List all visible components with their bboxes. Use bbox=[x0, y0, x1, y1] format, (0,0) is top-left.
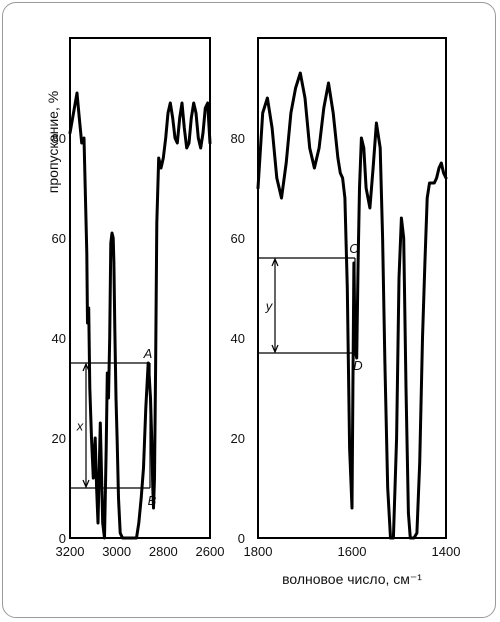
point-label-a: A bbox=[143, 346, 153, 361]
y-tick-label: 0 bbox=[238, 531, 245, 546]
figure-border bbox=[2, 2, 496, 618]
series-line-right bbox=[256, 71, 448, 540]
series-line-left bbox=[68, 91, 212, 540]
measure-label-y: y bbox=[265, 299, 274, 314]
y-axis-label: пропускание, % bbox=[45, 91, 61, 193]
left-tick-labels: 0 20 40 60 80 3200 3000 2800 2600 bbox=[52, 131, 225, 559]
y-tick-label: 60 bbox=[231, 231, 245, 246]
y-tick-label: 0 bbox=[59, 531, 66, 546]
y-tick-label: 40 bbox=[231, 331, 245, 346]
x-tick-label: 1400 bbox=[432, 544, 461, 559]
y-tick-label: 80 bbox=[52, 131, 66, 146]
x-tick-label: 2600 bbox=[196, 544, 225, 559]
arrow-up-icon bbox=[82, 362, 90, 372]
right-panel: C Dy 0 20 40 60 80 1800 1600 1400 волновое число… bbox=[231, 37, 461, 587]
y-tick-label: 40 bbox=[52, 331, 66, 346]
y-tick-label: 80 bbox=[231, 131, 245, 146]
x-tick-label: 3200 bbox=[56, 544, 85, 559]
right-tick-labels: 0 20 40 60 80 1800 1600 1400 bbox=[231, 131, 461, 559]
right-panel-frame bbox=[257, 37, 447, 539]
measure-label-x: x bbox=[76, 419, 84, 434]
x-tick-label: 1800 bbox=[244, 544, 273, 559]
point-label-d: D bbox=[353, 358, 362, 373]
arrow-down-icon bbox=[271, 344, 279, 354]
arrow-down-icon bbox=[82, 479, 90, 489]
y-tick-label: 60 bbox=[52, 231, 66, 246]
x-tick-label: 1600 bbox=[338, 544, 367, 559]
left-panel-frame bbox=[69, 37, 211, 539]
y-tick-label: 20 bbox=[231, 431, 245, 446]
x-tick-label: 3000 bbox=[102, 544, 131, 559]
point-label-c: C bbox=[349, 241, 359, 256]
x-axis-label: волновое число, см⁻¹ bbox=[282, 571, 422, 587]
x-tick-label: 2800 bbox=[149, 544, 178, 559]
y-tick-label: 20 bbox=[52, 431, 66, 446]
arrow-up-icon bbox=[271, 257, 279, 267]
